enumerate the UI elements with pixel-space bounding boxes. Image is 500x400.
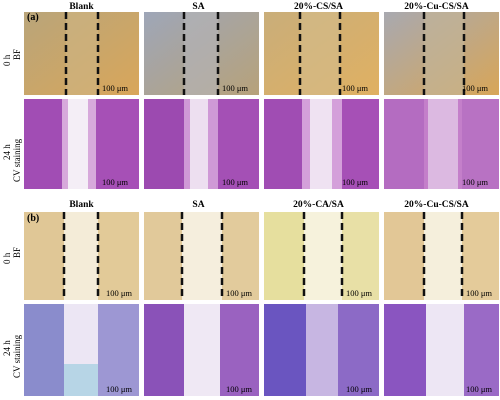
micrograph-a-bf-blank: 100 μm <box>24 12 139 95</box>
micrograph-b-bf-blank: 100 μm <box>24 212 139 300</box>
row-mode-a-cv: CV staining <box>12 138 22 182</box>
micrograph-b-cv-cucs: 100 μm <box>384 304 499 396</box>
row-label-b-bf: BF <box>12 247 22 258</box>
col-title-a-4: 20%-Cu-CS/SA <box>404 2 469 12</box>
scale-label: 100 μm <box>106 288 133 298</box>
scale-label: 100 μm <box>342 83 369 93</box>
row-label-a-cv: CV staining <box>12 139 22 182</box>
row-time-b-24h: 24 h <box>2 340 12 356</box>
col-title-a-3: 20%-CS/SA <box>293 2 344 12</box>
micrograph-a-cv-cs: 100 μm <box>264 99 379 189</box>
row-label-a-0h: 0 h <box>2 55 12 66</box>
micrograph-b-cv-blank: 100 μm <box>24 304 139 396</box>
micrograph-a-cv-sa: 100 μm <box>144 99 259 189</box>
scale-label: 100 μm <box>102 83 129 93</box>
micrograph-b-bf-cucs: 100 μm <box>384 212 499 300</box>
scale-label: 100 μm <box>226 288 253 298</box>
row-mode-b-bf: BF <box>12 246 22 258</box>
row-time-a-24h: 24 h <box>2 144 12 160</box>
row-mode-a-bf: BF <box>12 48 22 60</box>
row-label-a-24h: 24 h <box>2 144 12 160</box>
scale-label: 100 μm <box>462 177 489 187</box>
scale-label: 100 μm <box>462 83 489 93</box>
micrograph-b-bf-ca: 100 μm <box>264 212 379 300</box>
micrograph-b-cv-ca: 100 μm <box>264 304 379 396</box>
col-title-a-2: SA <box>192 2 205 12</box>
scale-label: 100 μm <box>342 177 369 187</box>
micrograph-a-bf-cucs: 100 μm <box>384 12 499 95</box>
micrograph-a-cv-cucs: 100 μm <box>384 99 499 189</box>
row-label-b-24h: 24 h <box>2 340 12 356</box>
col-title-b-3: 20%-CA/SA <box>293 200 344 210</box>
scale-label: 100 μm <box>222 83 249 93</box>
row-time-b-0h: 0 h <box>2 252 12 264</box>
micrograph-b-bf-sa: 100 μm <box>144 212 259 300</box>
micrograph-a-cv-blank: 100 μm <box>24 99 139 189</box>
scale-label: 100 μm <box>466 288 493 298</box>
micrograph-b-cv-sa: 100 μm <box>144 304 259 396</box>
col-title-b-1: Blank <box>69 200 94 210</box>
col-title-a-1: Blank <box>69 2 94 12</box>
row-time-a-0h: 0 h <box>2 54 12 66</box>
row-label-b-cv: CV staining <box>12 335 22 378</box>
scale-label: 100 μm <box>102 177 129 187</box>
scale-label: 100 μm <box>106 384 133 394</box>
row-label-a-bf: BF <box>12 49 22 60</box>
section-letter-a: (a) <box>27 12 39 23</box>
micrograph-a-bf-cs: 100 μm <box>264 12 379 95</box>
scale-label: 100 μm <box>466 384 493 394</box>
row-mode-b-cv: CV staining <box>12 334 22 378</box>
scale-label: 100 μm <box>226 384 253 394</box>
row-label-b-0h: 0 h <box>2 253 12 264</box>
col-title-b-2: SA <box>192 200 205 210</box>
micrograph-a-bf-sa: 100 μm <box>144 12 259 95</box>
scale-label: 100 μm <box>222 177 249 187</box>
scale-label: 100 μm <box>346 288 373 298</box>
section-letter-b: (b) <box>27 213 40 224</box>
scale-label: 100 μm <box>346 384 373 394</box>
col-title-b-4: 20%-Cu-CS/SA <box>404 200 469 210</box>
